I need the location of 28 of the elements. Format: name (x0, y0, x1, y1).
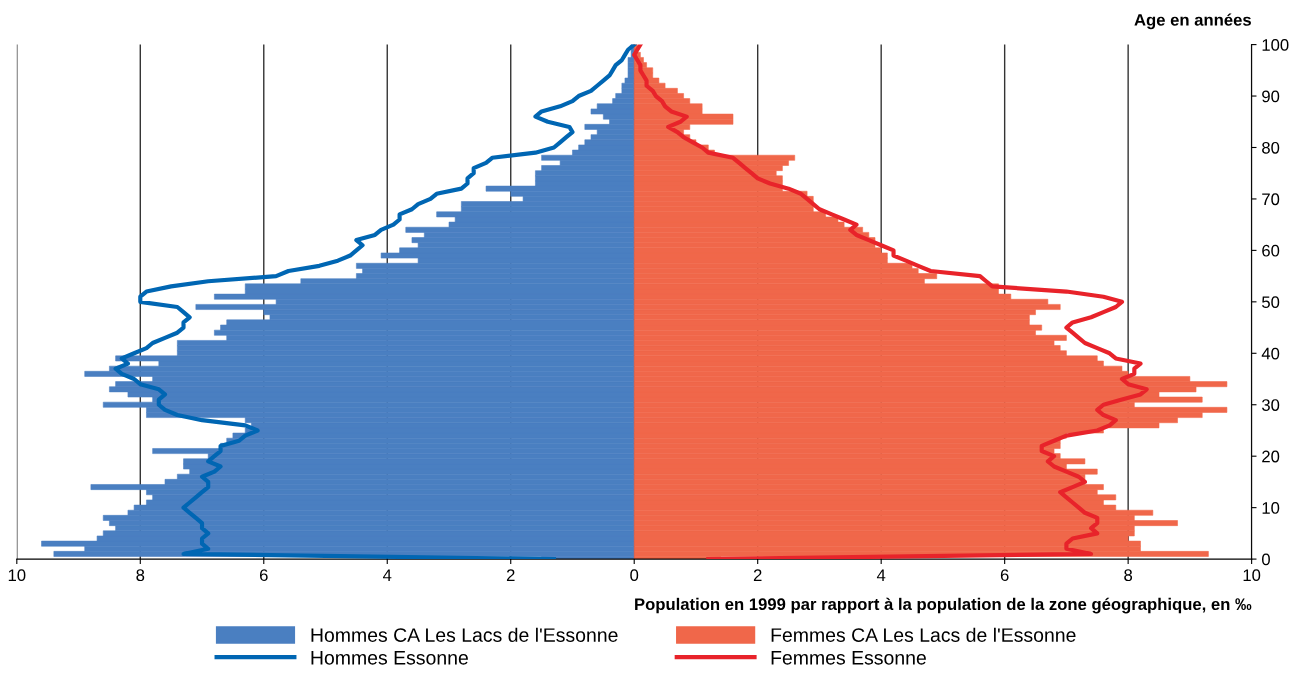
x-tick-label: 4 (876, 569, 886, 581)
x-tick-label: 6 (1000, 569, 1009, 582)
y-tick-label: 30 (1261, 399, 1280, 411)
y-tick-label: 20 (1262, 450, 1280, 463)
y-tick-label: 40 (1261, 347, 1280, 360)
legend-label: Hommes CA Les Lacs de l'Essonne (311, 627, 618, 642)
x-tick-label: 6 (259, 569, 268, 582)
x-tick-label: 2 (506, 569, 515, 581)
x-tick-label: 10 (1243, 569, 1261, 582)
legend-label: Femmes Essonne (771, 651, 926, 665)
legend-label: Hommes Essonne (311, 651, 468, 665)
x-tick-label: 0 (630, 569, 639, 582)
x-tick-label: 8 (136, 569, 145, 582)
y-tick-label: 50 (1262, 296, 1280, 309)
x-tick-label: 4 (383, 569, 392, 581)
y-tick-label: 10 (1262, 502, 1280, 514)
y-tick-label: 70 (1262, 193, 1280, 206)
y-tick-label: 80 (1262, 141, 1280, 154)
legend-label: Femmes CA Les Lacs de l'Essonne (771, 627, 1076, 642)
y-tick-label: 100 (1262, 38, 1289, 51)
x-tick-label: 8 (1124, 569, 1133, 582)
x-axis-title: Population en 1999 par rapport à la population de la zone géographique, en ‰ (635, 597, 1252, 614)
y-tick-label: 0 (1262, 553, 1270, 566)
y-tick-label: 90 (1262, 90, 1280, 103)
x-tick-label: 10 (8, 569, 26, 582)
y-tick-label: 60 (1262, 244, 1280, 257)
x-tick-label: 2 (753, 569, 762, 581)
y-axis-title: Age en années (1134, 13, 1251, 30)
